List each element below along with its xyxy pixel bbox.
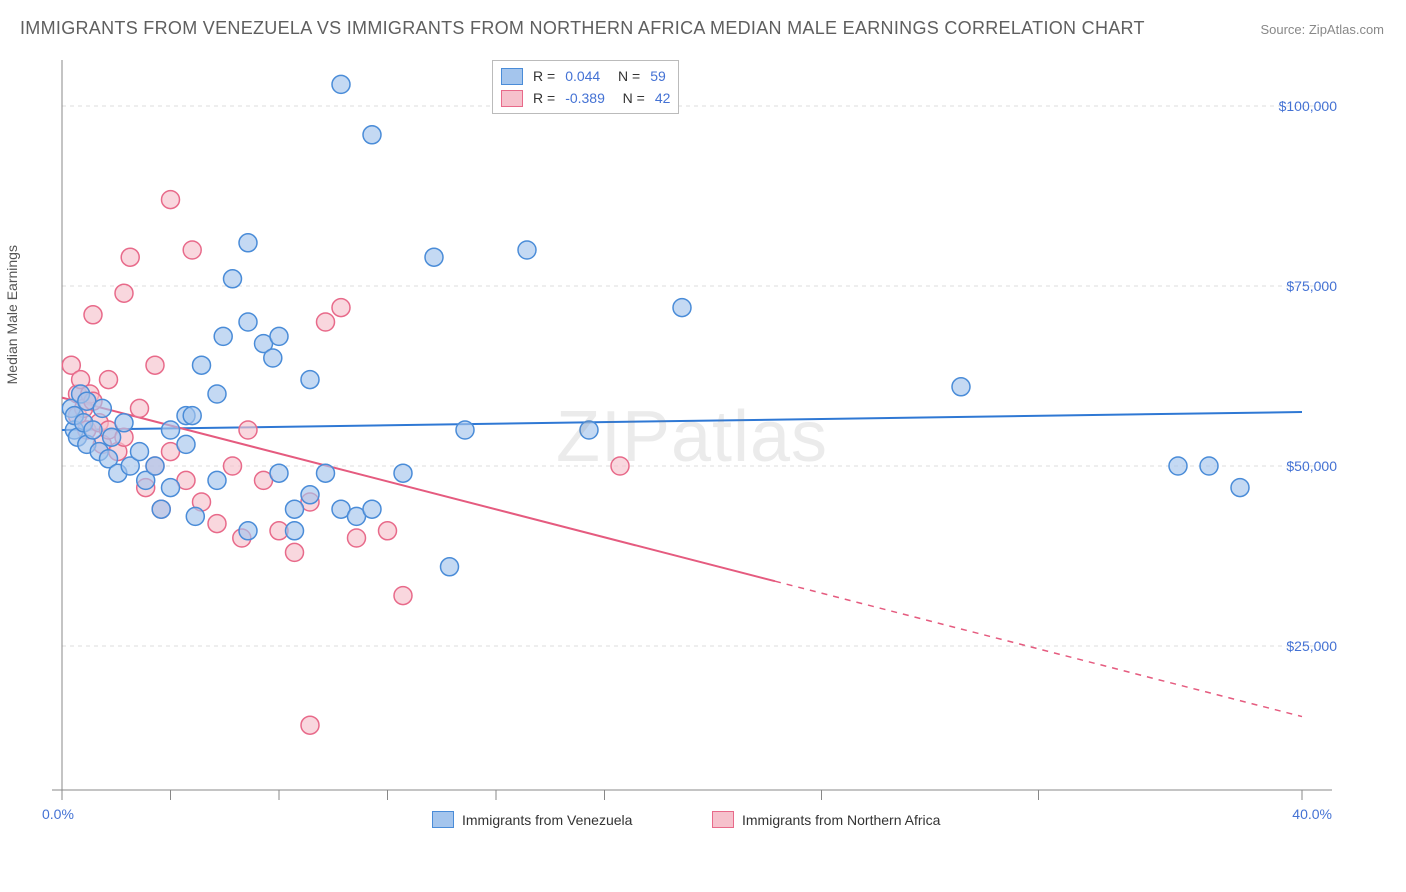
y-tick-label: $100,000 [1279,98,1337,114]
chart-svg [52,60,1332,830]
r-label: R = [533,68,555,84]
swatch-series-2 [501,90,523,107]
legend-label-2: Immigrants from Northern Africa [742,812,940,828]
r-value-2: -0.389 [565,90,605,106]
source-label: Source: ZipAtlas.com [1260,22,1384,37]
n-label: N = [615,90,645,106]
legend-item-2: Immigrants from Northern Africa [712,811,940,828]
x-tick-min: 0.0% [42,806,74,822]
chart-container: IMMIGRANTS FROM VENEZUELA VS IMMIGRANTS … [0,0,1406,892]
y-tick-label: $50,000 [1286,458,1337,474]
swatch-legend-2 [712,811,734,828]
x-tick-max: 40.0% [1292,806,1332,822]
y-axis-label: Median Male Earnings [4,245,20,384]
y-tick-label: $75,000 [1286,278,1337,294]
legend-label-1: Immigrants from Venezuela [462,812,632,828]
swatch-series-1 [501,68,523,85]
correlation-legend: R = 0.044 N = 59 R = -0.389 N = 42 [492,60,679,114]
r-label: R = [533,90,555,106]
chart-title: IMMIGRANTS FROM VENEZUELA VS IMMIGRANTS … [20,18,1145,39]
n-value-1: 59 [650,68,666,84]
r-value-1: 0.044 [565,68,600,84]
plot-area: R = 0.044 N = 59 R = -0.389 N = 42 ZIPat… [52,60,1332,830]
n-label: N = [610,68,640,84]
legend-item-1: Immigrants from Venezuela [432,811,632,828]
swatch-legend-1 [432,811,454,828]
y-tick-label: $25,000 [1286,638,1337,654]
n-value-2: 42 [655,90,671,106]
